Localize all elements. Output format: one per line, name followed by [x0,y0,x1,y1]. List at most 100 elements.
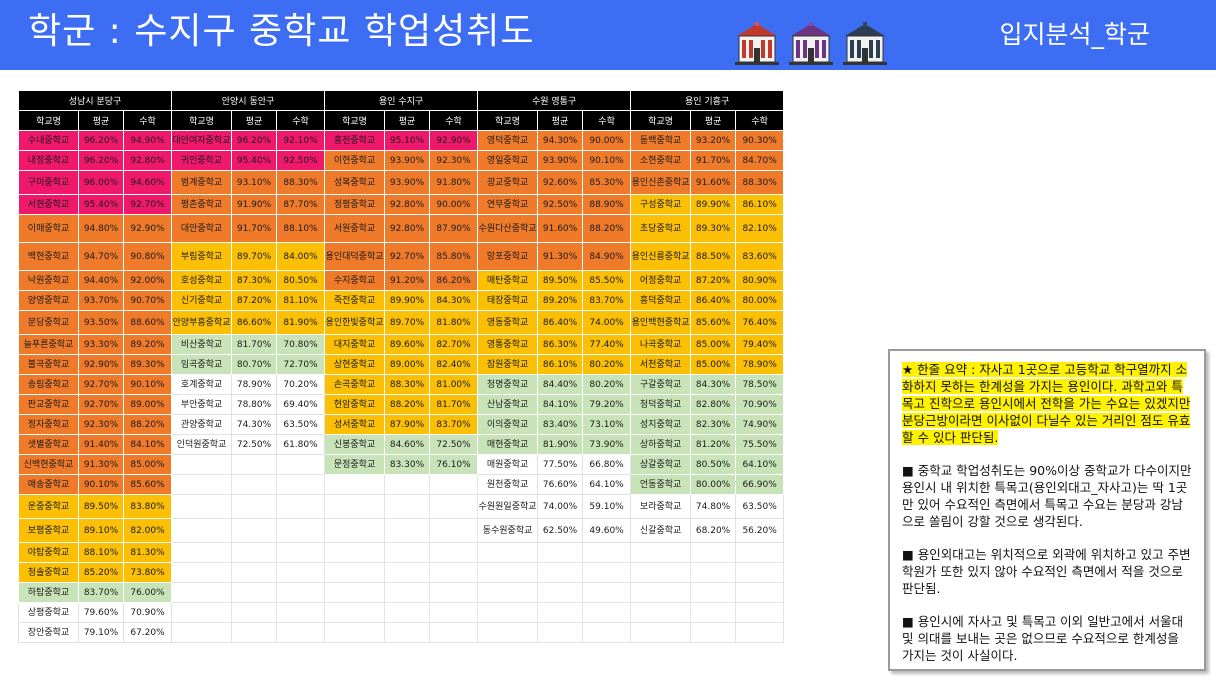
school-name-cell: 인덕원중학교 [171,434,233,455]
math-cell: 70.20% [276,374,326,395]
empty-cell [735,582,785,603]
average-cell: 78.90% [231,374,278,395]
empty-cell [384,518,431,543]
empty-cell [171,542,233,563]
empty-cell [231,494,278,519]
math-cell: 76.00% [122,582,173,603]
school-name-cell: 부림중학교 [171,242,233,271]
empty-cell [582,622,632,643]
average-cell: 89.20% [537,290,584,311]
table-row: 샛별중학교 91.40% 84.10% 인덕원중학교 72.50% 61.80% 신봉중학교… [18,434,785,455]
empty-cell [324,622,386,643]
average-cell: 96.20% [78,130,124,151]
average-cell: 87.30% [231,270,278,291]
math-cell: 88.20% [582,214,632,243]
school-name-cell: 송림중학교 [18,374,79,395]
average-cell: 92.70% [78,374,124,395]
math-cell: 85.60% [122,474,173,495]
empty-cell [429,542,479,563]
math-cell: 90.00% [582,130,632,151]
school-name-cell: 영동중학교 [477,310,539,335]
school-name-cell: 손곡중학교 [324,374,386,395]
math-cell: 87.90% [429,214,479,243]
school-name-cell: 정평중학교 [324,194,386,215]
empty-cell [384,494,431,519]
average-cell: 86.10% [537,354,584,375]
empty-cell [171,562,233,583]
math-cell: 66.90% [735,474,785,495]
empty-cell [276,518,326,543]
math-cell: 84.90% [582,242,632,271]
column-header: 평균 [78,110,124,131]
empty-cell [171,494,233,519]
school-name-cell: 언동중학교 [630,474,692,495]
average-cell: 85.00% [690,354,737,375]
average-cell: 94.30% [537,130,584,151]
district-header: 용인 기흥구 [630,90,785,111]
summary-point: ■ 중학교 학업성취도는 90%이상 중학교가 다수이지만 용인시 내 위치한 … [902,463,1192,529]
summary-point: ■ 용인외대고는 위치적으로 외곽에 위치하고 있고 주변 학원가 또한 있지 … [902,547,1191,596]
math-cell: 61.80% [276,434,326,455]
school-icon [735,22,779,65]
math-cell: 83.70% [429,414,479,435]
table-row: 송림중학교 92.70% 90.10% 호계중학교 78.90% 70.20% 손곡중학교 8… [18,374,785,395]
school-name-cell: 성복중학교 [324,170,386,195]
average-cell: 92.80% [384,214,431,243]
empty-cell [384,622,431,643]
average-cell: 91.70% [690,150,737,171]
summary-point: ■ 용인시에 자사고 및 특목고 이외 일반고에서 서울대 및 의대를 보내는 … [902,614,1184,663]
math-cell: 89.30% [122,354,173,375]
average-cell: 68.20% [690,518,737,543]
page-title: 학군 : 수지구 중학교 학업성취도 [28,11,535,52]
average-cell: 92.70% [384,242,431,271]
school-name-cell: 매원중학교 [477,454,539,475]
empty-cell [735,622,785,643]
average-cell: 81.90% [537,434,584,455]
empty-cell [735,562,785,583]
school-name-cell: 성지중학교 [630,414,692,435]
average-cell: 74.80% [690,494,737,519]
average-cell: 88.30% [384,374,431,395]
school-name-cell: 정자중학교 [18,414,79,435]
average-cell: 86.40% [690,290,737,311]
school-icon [789,22,833,65]
school-name-cell: 신봉중학교 [324,434,386,455]
column-header: 평균 [384,110,431,131]
school-name-cell: 호계중학교 [171,374,233,395]
school-name-cell: 동수원중학교 [477,518,539,543]
empty-cell [276,602,326,623]
average-cell: 89.50% [78,494,124,519]
school-name-cell: 죽전중학교 [324,290,386,311]
average-cell: 94.80% [78,214,124,243]
school-name-cell: 범계중학교 [171,170,233,195]
average-cell: 84.60% [384,434,431,455]
empty-cell [276,622,326,643]
math-cell: 81.10% [276,290,326,311]
empty-cell [735,602,785,623]
school-name-cell: 청솔중학교 [18,562,79,583]
average-cell: 95.10% [384,130,431,151]
column-header: 평균 [690,110,737,131]
math-cell: 64.10% [582,474,632,495]
math-cell: 81.80% [429,310,479,335]
average-cell: 82.80% [690,394,737,415]
math-cell: 73.10% [582,414,632,435]
average-cell: 94.70% [78,242,124,271]
math-cell: 89.00% [122,394,173,415]
table-row: 정자중학교 92.30% 88.20% 관양중학교 74.30% 63.50% 성서중학교 8… [18,414,785,435]
school-name-cell: 홍천중학교 [324,130,386,151]
empty-cell [429,562,479,583]
empty-cell [735,542,785,563]
math-cell: 92.70% [122,194,173,215]
empty-cell [171,622,233,643]
math-cell: 59.10% [582,494,632,519]
math-cell: 74.00% [582,310,632,335]
column-header: 수학 [582,110,632,131]
empty-cell [324,494,386,519]
empty-cell [690,542,737,563]
average-cell: 92.80% [384,194,431,215]
math-cell: 72.70% [276,354,326,375]
math-cell: 82.40% [429,354,479,375]
empty-cell [429,602,479,623]
empty-cell [477,602,539,623]
